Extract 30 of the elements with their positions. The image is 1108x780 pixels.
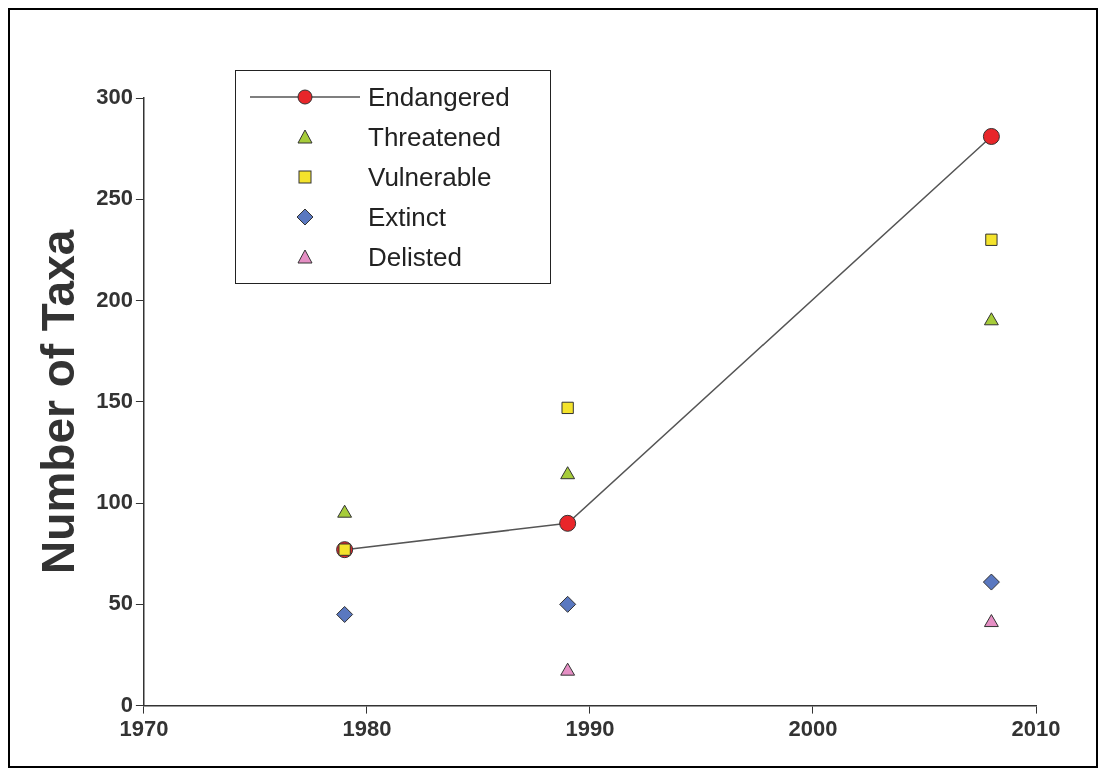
x-tick-label: 1990 [565,715,615,741]
legend-label: Endangered [368,81,510,113]
y-tick-label: 100 [96,489,133,515]
point [336,605,354,623]
point [561,401,574,415]
point [985,233,998,246]
point [982,127,1000,145]
point [560,662,576,676]
point [983,614,999,628]
x-tick-label: 1980 [342,715,392,741]
legend-label: Extinct [368,201,447,233]
point [560,466,576,480]
point [983,312,999,326]
y-tick-label: 250 [96,185,133,211]
point [337,504,353,518]
legend-label: Delisted [368,241,462,273]
y-tick-label: 300 [96,84,133,110]
y-axis-title: Number of Taxa [32,229,85,574]
legend-label: Vulnerable [368,161,492,193]
x-tick-label: 2000 [788,715,838,741]
y-tick-label: 50 [108,590,133,616]
y-tick-label: 0 [120,691,133,717]
legend-label: Threatened [368,121,501,153]
y-tick-label: 200 [96,286,133,312]
y-tick-label: 150 [96,387,133,413]
x-tick-label: 2010 [1011,715,1061,741]
x-tick-label: 1970 [119,715,169,741]
point [559,514,577,532]
point [982,573,1000,591]
point [559,595,577,613]
